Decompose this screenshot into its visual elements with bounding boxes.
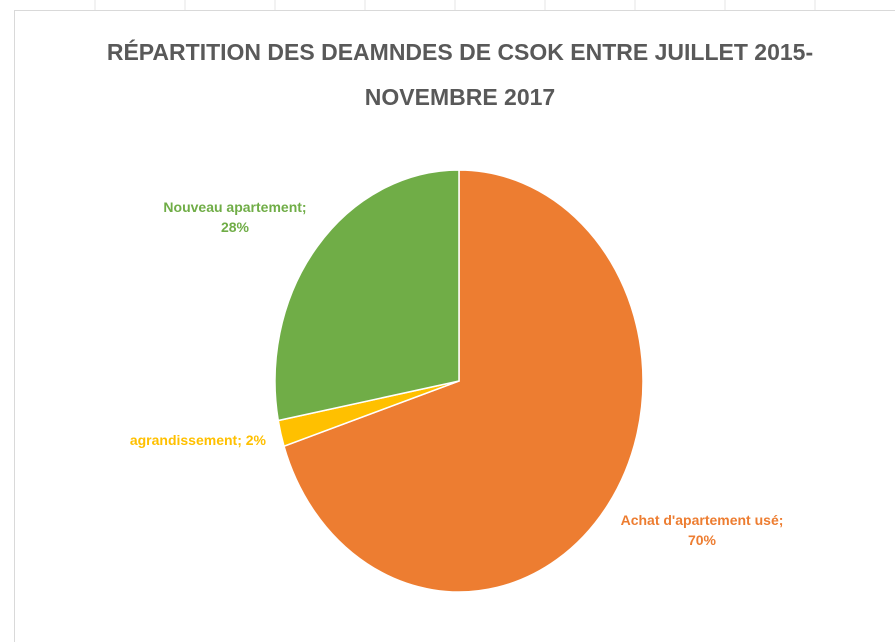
value-label: 2% [245, 432, 266, 448]
pie-slice [274, 169, 460, 422]
label-separator: ; [778, 512, 784, 528]
data-label: Achat d'apartement usé; 70% [612, 510, 792, 550]
chart-title: RÉPARTITION DES DEAMNDES DE CSOK ENTRE J… [106, 39, 814, 110]
category-name: Achat d'apartement usé [620, 512, 779, 528]
value-label: 70% [687, 532, 717, 548]
category-name: Nouveau apartement [163, 199, 302, 215]
data-label: agrandissement; 2% [80, 430, 266, 450]
label-separator: ; [237, 432, 246, 448]
value-label: 28% [220, 219, 250, 235]
category-name: agrandissement [129, 432, 238, 448]
data-label: Nouveau apartement; 28% [150, 197, 320, 237]
pie-slice [283, 169, 644, 593]
label-separator: ; [301, 199, 307, 215]
